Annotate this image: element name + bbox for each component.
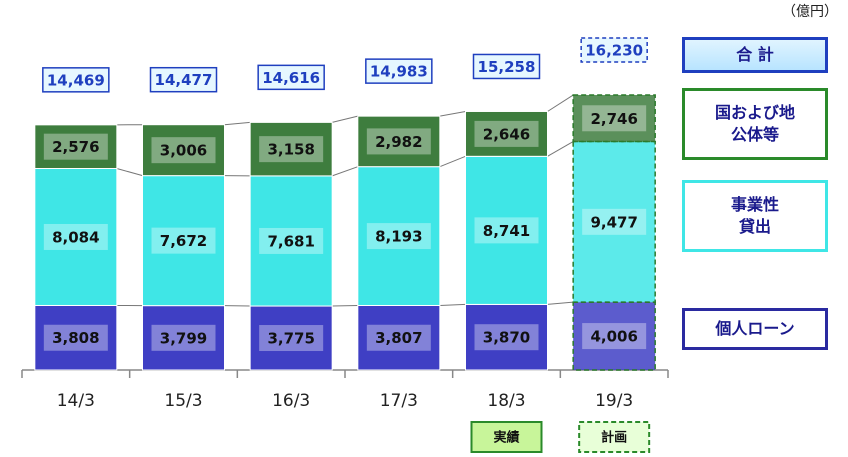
bar-segment — [465, 110, 548, 157]
total-box — [580, 37, 648, 63]
connector — [332, 115, 358, 123]
label-bg — [474, 120, 539, 147]
bar-segment — [465, 155, 548, 305]
value-label: 3,006 — [160, 142, 207, 160]
label-bg — [151, 324, 216, 351]
connector — [116, 168, 143, 177]
value-label: 4,006 — [590, 328, 637, 346]
bar-segment — [142, 124, 225, 177]
total-box — [472, 53, 541, 80]
value-label: 3,799 — [160, 329, 207, 347]
label-bg — [474, 217, 539, 244]
legend-label: 個人ローン — [715, 319, 795, 338]
label-bg — [43, 223, 108, 250]
connector — [439, 303, 466, 306]
label-bg — [366, 223, 431, 250]
x-tick-label: 19/3 — [595, 391, 633, 411]
bar-segment — [572, 94, 656, 143]
value-label: 7,681 — [267, 232, 314, 250]
value-label: 9,477 — [590, 213, 637, 231]
label-bg — [366, 128, 431, 155]
total-label: 14,477 — [155, 71, 213, 89]
bar-segment — [142, 305, 225, 371]
connector — [224, 121, 251, 126]
bar-segment — [249, 305, 333, 371]
connector — [547, 141, 574, 157]
legend-item: 個人ローン — [682, 308, 828, 350]
connector — [439, 155, 466, 168]
total-label: 16,230 — [585, 42, 643, 60]
label-bg — [582, 105, 647, 132]
connector — [331, 166, 359, 177]
legend-label: 国および地公体等 — [714, 103, 795, 144]
label-bg — [259, 325, 324, 352]
x-tick-label: 18/3 — [487, 391, 525, 411]
value-label: 2,982 — [375, 133, 422, 151]
label-bg — [582, 323, 647, 350]
label-bg — [43, 133, 108, 160]
annotation: 計画 — [601, 430, 627, 446]
value-label: 3,870 — [483, 329, 530, 347]
bar-segment — [249, 175, 333, 307]
connector — [439, 110, 466, 117]
total-box — [365, 58, 433, 84]
bar-segment — [572, 301, 656, 371]
x-tick-label: 15/3 — [164, 391, 202, 411]
annotation: 実績 — [493, 430, 519, 446]
bar-segment — [249, 121, 333, 177]
total-box — [42, 67, 110, 93]
value-label: 3,808 — [52, 329, 99, 347]
value-label: 7,672 — [160, 232, 207, 250]
x-tick-label: 14/3 — [57, 391, 95, 411]
label-bg — [366, 324, 431, 351]
bar-segment — [357, 166, 441, 306]
value-label: 2,576 — [52, 138, 99, 156]
legend-item: 合 計 — [682, 37, 828, 73]
value-label: 2,746 — [590, 110, 637, 128]
label-bg — [151, 227, 216, 254]
value-label: 3,807 — [375, 329, 422, 347]
total-label: 14,469 — [47, 71, 105, 89]
value-label: 3,775 — [267, 330, 314, 348]
total-label: 14,616 — [262, 69, 320, 87]
label-bg — [474, 324, 539, 351]
annotation-box — [578, 421, 651, 453]
total-label: 14,983 — [370, 63, 428, 81]
annotation-box — [470, 421, 543, 453]
value-label: 8,084 — [52, 228, 99, 246]
legend-item: 事業性貸出 — [682, 180, 828, 252]
legend-label: 事業性貸出 — [730, 195, 779, 236]
value-label: 3,158 — [267, 141, 314, 159]
label-bg — [151, 137, 216, 164]
x-tick-label: 16/3 — [272, 391, 310, 411]
connector — [332, 304, 358, 307]
legend-item: 国および地公体等 — [682, 88, 828, 160]
value-label: 2,646 — [483, 125, 530, 143]
value-label: 8,741 — [483, 222, 530, 240]
x-tick-label: 17/3 — [380, 391, 418, 411]
connector — [547, 301, 574, 305]
label-bg — [582, 208, 647, 235]
connector — [547, 94, 574, 112]
bar-segment — [34, 304, 118, 371]
bar-segment — [142, 175, 225, 307]
bar-segment — [465, 303, 548, 371]
total-box — [149, 66, 218, 93]
label-bg — [259, 227, 324, 254]
unit-label: （億円） — [782, 4, 838, 20]
total-label: 15,258 — [478, 58, 536, 76]
bar-segment — [357, 115, 441, 168]
label-bg — [259, 136, 324, 163]
legend-label: 合 計 — [736, 45, 774, 64]
bar-segment — [34, 168, 118, 306]
total-box — [257, 64, 325, 91]
bar-segment — [34, 124, 118, 170]
value-label: 8,193 — [375, 228, 422, 246]
label-bg — [43, 324, 108, 351]
bar-segment — [572, 140, 656, 303]
